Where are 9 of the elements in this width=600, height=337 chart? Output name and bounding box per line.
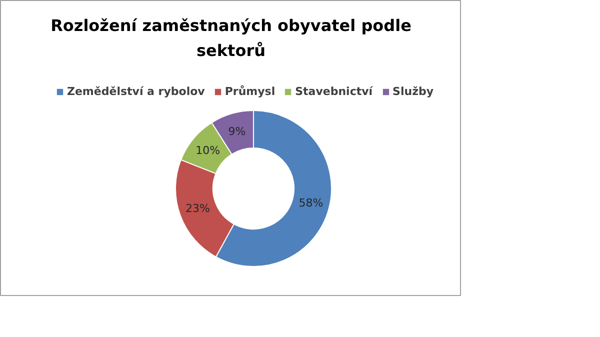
legend-label: Služby — [392, 84, 434, 98]
data-label: 9% — [228, 125, 246, 138]
legend-label: Zemědělství a rybolov — [67, 84, 205, 98]
legend-label: Průmysl — [224, 84, 276, 98]
data-label: 23% — [186, 202, 210, 216]
legend-label: Stavebnictví — [295, 84, 373, 98]
chart-title: Rozložení zaměstnaných obyvatel podle sektorů — [50, 16, 412, 60]
data-label: 58% — [298, 196, 324, 210]
data-label: 10% — [196, 144, 220, 158]
